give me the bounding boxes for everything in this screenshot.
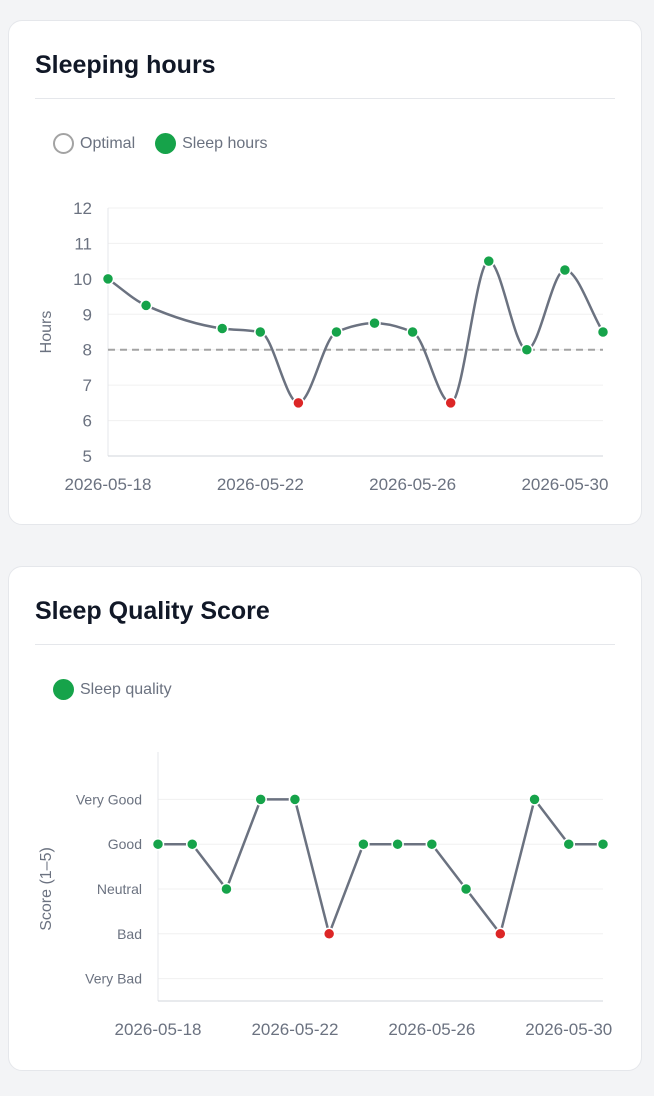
data-point bbox=[101, 272, 115, 286]
legend-item-sleep-quality[interactable]: Sleep quality bbox=[53, 679, 172, 700]
sleeping-hours-card: Sleeping hours Optimal Sleep hours 5 6 7 8 9… bbox=[8, 20, 642, 525]
data-point bbox=[562, 837, 576, 851]
data-point bbox=[220, 882, 233, 896]
card-title: Sleeping hours bbox=[35, 51, 216, 79]
data-point bbox=[185, 837, 199, 851]
y-tick-label: Very Bad bbox=[85, 971, 142, 987]
data-point bbox=[494, 927, 507, 941]
sleep-quality-chart: Very Good Good Neutral Bad Very Bad 2026-05-1… bbox=[38, 752, 612, 1039]
data-point bbox=[292, 396, 305, 410]
sleep-hours-chart: 5 6 7 8 9 10 11 12 2026-05-18 2026-05-22 2026-05-2… bbox=[38, 199, 610, 494]
legend-label: Optimal bbox=[80, 134, 136, 152]
data-point bbox=[596, 325, 610, 339]
data-point bbox=[254, 793, 267, 806]
y-tick-label: 11 bbox=[74, 234, 92, 253]
data-point bbox=[528, 793, 541, 806]
y-tick-label: 5 bbox=[83, 447, 92, 466]
data-point bbox=[444, 396, 457, 410]
data-point bbox=[139, 299, 153, 312]
chart-legend: Sleep quality bbox=[53, 679, 192, 700]
data-point bbox=[254, 325, 267, 339]
y-tick-label: 6 bbox=[83, 412, 92, 431]
y-tick-label: 12 bbox=[73, 199, 92, 218]
data-point bbox=[391, 837, 404, 851]
data-point bbox=[425, 837, 439, 851]
data-point bbox=[482, 254, 496, 268]
legend-swatch-sleep-hours bbox=[155, 133, 177, 154]
y-tick-label: Neutral bbox=[97, 881, 142, 897]
x-tick-label: 2026-05-26 bbox=[369, 475, 456, 494]
x-tick-label: 2026-05-18 bbox=[65, 475, 152, 494]
data-point bbox=[368, 316, 381, 330]
legend-item-optimal[interactable]: Optimal bbox=[53, 133, 135, 154]
y-tick-label: Very Good bbox=[76, 791, 142, 807]
y-tick-label: Good bbox=[108, 836, 142, 852]
divider bbox=[35, 644, 615, 645]
data-point bbox=[596, 837, 610, 851]
card-title: Sleep Quality Score bbox=[35, 597, 270, 625]
data-point bbox=[288, 793, 302, 806]
x-tick-label: 2026-05-22 bbox=[251, 1020, 338, 1039]
sleep-quality-card: Sleep Quality Score Sleep quality Very G… bbox=[8, 566, 642, 1071]
data-point bbox=[215, 322, 229, 335]
data-point bbox=[406, 325, 419, 339]
y-tick-label: 9 bbox=[83, 305, 92, 324]
legend-label: Sleep hours bbox=[182, 134, 268, 152]
x-tick-label: 2026-05-18 bbox=[115, 1020, 202, 1039]
data-point bbox=[459, 882, 473, 896]
y-tick-label: 10 bbox=[73, 270, 92, 289]
data-point bbox=[520, 343, 534, 356]
x-tick-label: 2026-05-30 bbox=[525, 1020, 612, 1039]
legend-swatch-sleep-quality bbox=[53, 679, 74, 700]
x-tick-label: 2026-05-30 bbox=[521, 475, 608, 494]
y-tick-label: 7 bbox=[83, 376, 92, 395]
legend-label: Sleep quality bbox=[80, 680, 172, 698]
x-tick-label: 2026-05-22 bbox=[217, 475, 304, 494]
y-axis-title: Hours bbox=[38, 311, 55, 354]
legend-swatch-optimal bbox=[53, 133, 74, 154]
series-line bbox=[158, 798, 603, 936]
x-tick-label: 2026-05-26 bbox=[388, 1020, 475, 1039]
data-point bbox=[151, 837, 165, 851]
legend-item-sleep-hours[interactable]: Sleep hours bbox=[155, 133, 268, 154]
data-point bbox=[558, 263, 572, 277]
divider bbox=[35, 98, 615, 99]
data-point bbox=[330, 325, 343, 339]
data-point bbox=[322, 927, 336, 941]
data-point bbox=[357, 837, 370, 851]
y-tick-label: 8 bbox=[83, 341, 92, 360]
y-tick-label: Bad bbox=[117, 926, 142, 942]
series-line bbox=[107, 259, 605, 405]
chart-legend: Optimal Sleep hours bbox=[53, 133, 288, 154]
y-axis-title: Score (1–5) bbox=[38, 847, 55, 931]
